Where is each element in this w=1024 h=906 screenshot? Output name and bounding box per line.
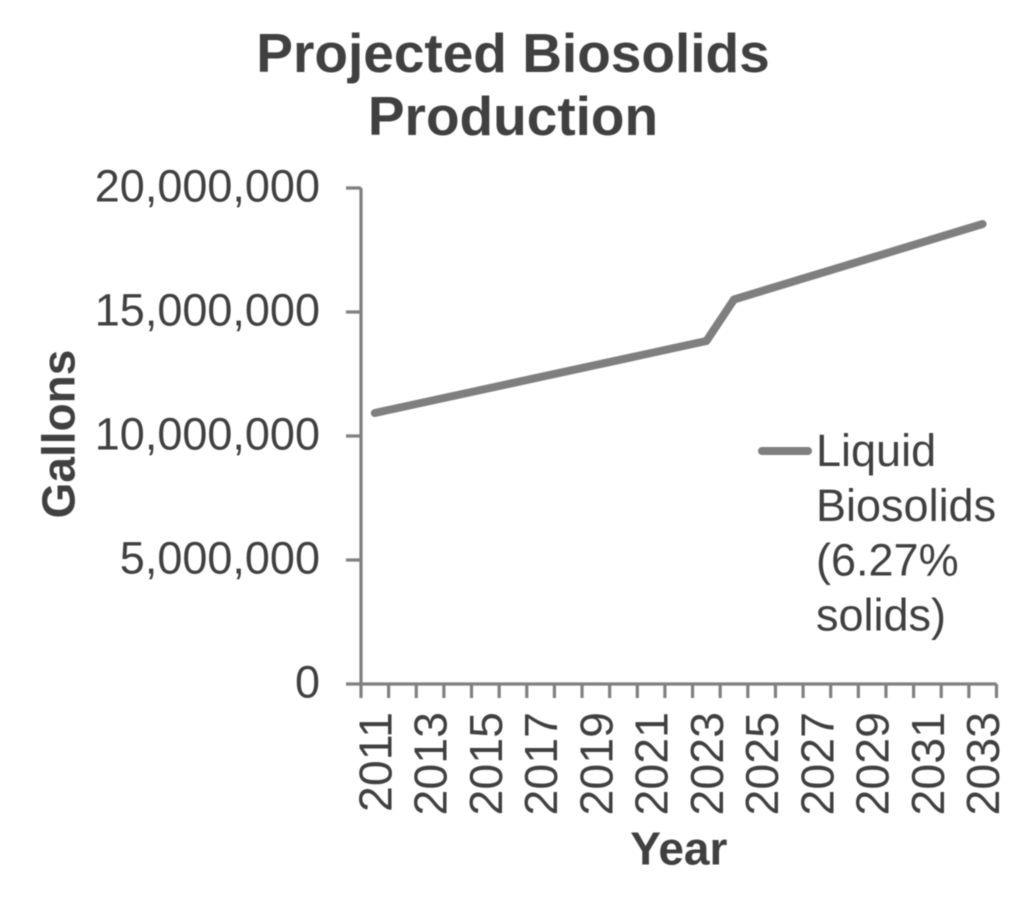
svg-text:2011: 2011 <box>349 712 401 812</box>
svg-text:(6.27%: (6.27% <box>816 535 959 586</box>
svg-text:0: 0 <box>295 657 320 708</box>
svg-text:2019: 2019 <box>570 712 622 815</box>
svg-text:Gallons: Gallons <box>33 350 85 519</box>
svg-text:Biosolids: Biosolids <box>816 480 996 531</box>
svg-text:2025: 2025 <box>736 712 788 815</box>
svg-text:15,000,000: 15,000,000 <box>95 285 320 336</box>
svg-text:2023: 2023 <box>681 712 733 815</box>
svg-text:20,000,000: 20,000,000 <box>95 161 320 212</box>
svg-text:5,000,000: 5,000,000 <box>120 533 320 584</box>
svg-text:2017: 2017 <box>515 712 567 815</box>
svg-text:2029: 2029 <box>847 712 899 815</box>
svg-text:2015: 2015 <box>460 712 512 815</box>
svg-text:10,000,000: 10,000,000 <box>95 409 320 460</box>
svg-text:2021: 2021 <box>626 712 678 815</box>
svg-text:Projected Biosolids: Projected Biosolids <box>256 22 769 84</box>
svg-text:2013: 2013 <box>405 712 457 815</box>
svg-text:solids): solids) <box>816 590 946 641</box>
svg-text:Year: Year <box>630 823 727 875</box>
svg-text:2031: 2031 <box>902 712 954 815</box>
svg-text:2027: 2027 <box>791 712 843 815</box>
svg-text:Liquid: Liquid <box>816 425 936 476</box>
svg-text:2033: 2033 <box>957 712 1009 815</box>
svg-text:Production: Production <box>368 85 658 147</box>
